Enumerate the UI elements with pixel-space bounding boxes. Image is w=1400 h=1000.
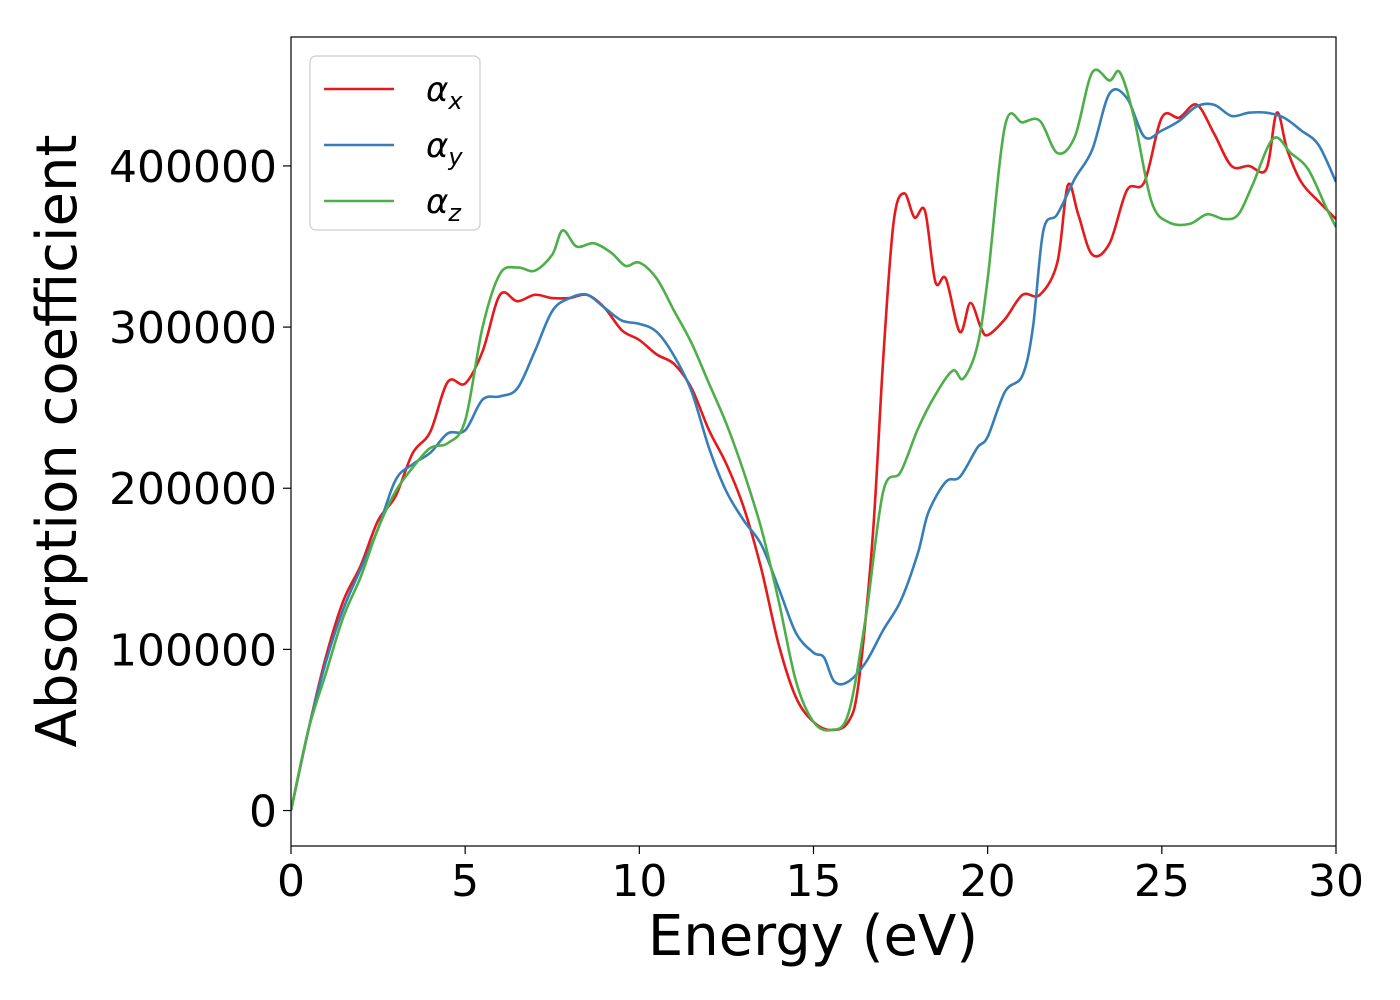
y-axis-title: Absorption coefficient bbox=[25, 135, 90, 748]
legend-entry-z: αz bbox=[426, 182, 462, 227]
legend-symbol: α bbox=[426, 70, 448, 110]
series-line-y bbox=[291, 87, 1336, 811]
legend-subscript: z bbox=[447, 199, 462, 227]
y-tick-label: 100000 bbox=[109, 625, 277, 676]
x-tick-label: 10 bbox=[611, 856, 667, 907]
x-tick-label: 5 bbox=[451, 856, 479, 907]
x-tick-label: 30 bbox=[1308, 856, 1364, 907]
legend-entry-x: αx bbox=[426, 70, 463, 115]
x-tick-label: 25 bbox=[1134, 856, 1190, 907]
legend-subscript: y bbox=[447, 143, 463, 171]
x-tick-label: 0 bbox=[277, 856, 305, 907]
series-line-z bbox=[291, 68, 1336, 811]
series-line-x bbox=[291, 103, 1336, 811]
y-tick-label: 0 bbox=[249, 787, 277, 838]
legend-symbol: α bbox=[426, 182, 448, 222]
y-axis: 0 100000 200000 300000 400000 bbox=[109, 142, 291, 838]
legend-box bbox=[309, 55, 481, 231]
y-tick-label: 300000 bbox=[109, 303, 277, 354]
x-axis: 0 5 10 15 20 25 30 bbox=[277, 846, 1364, 907]
legend-symbol: α bbox=[426, 126, 448, 166]
x-axis-title: Energy (eV) bbox=[648, 904, 978, 969]
y-tick-label: 200000 bbox=[109, 464, 277, 515]
series-lines bbox=[291, 68, 1336, 811]
legend-subscript: x bbox=[447, 87, 463, 115]
x-tick-label: 15 bbox=[786, 856, 842, 907]
x-tick-label: 20 bbox=[960, 856, 1016, 907]
y-tick-label: 400000 bbox=[109, 142, 277, 193]
legend-entry-y: αy bbox=[426, 126, 463, 171]
